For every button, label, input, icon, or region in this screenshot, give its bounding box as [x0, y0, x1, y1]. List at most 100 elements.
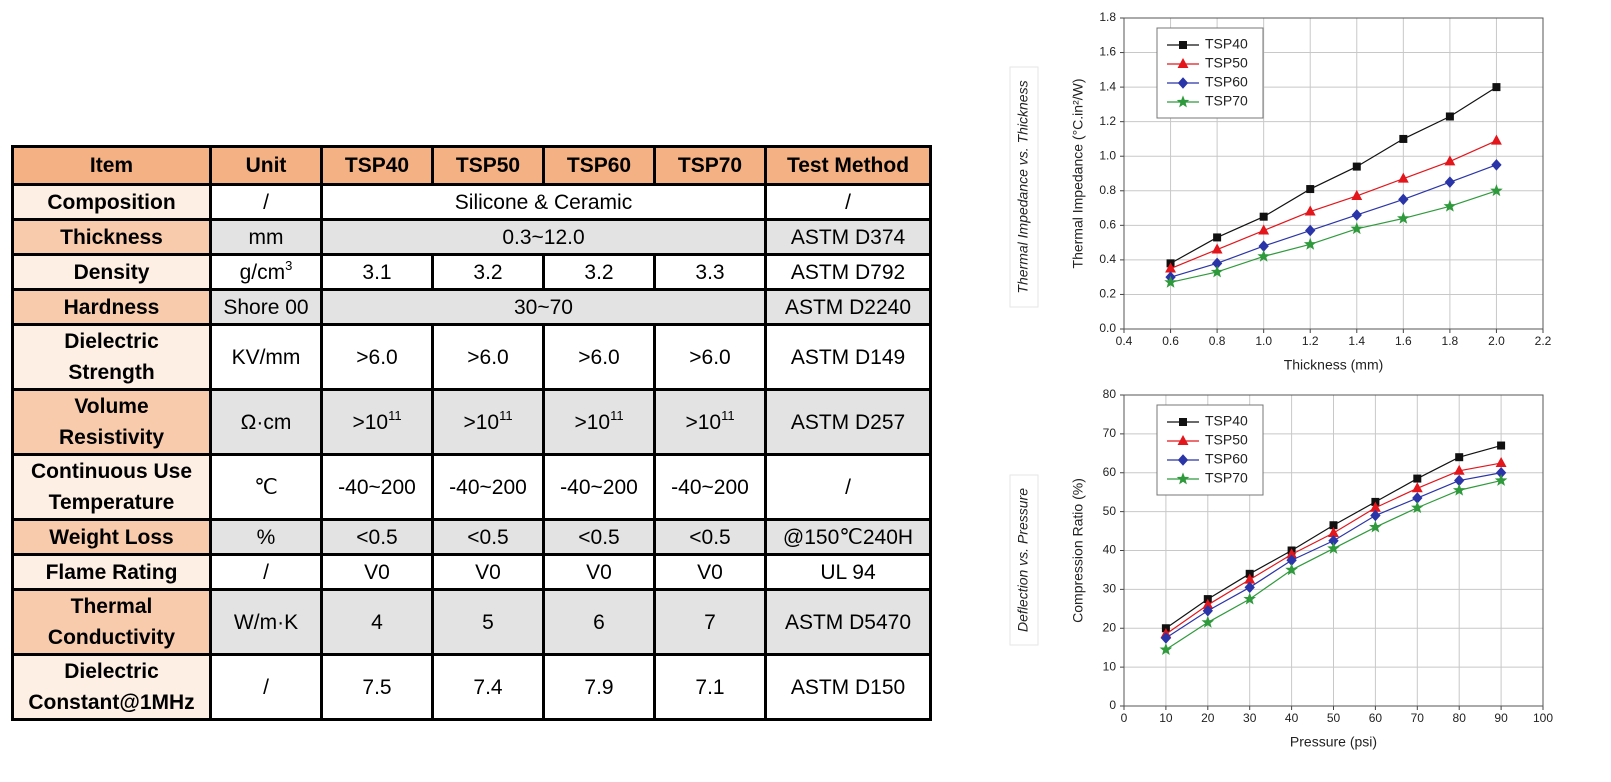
- table-row: Dielectric Strength KV/mm >6.0 >6.0 >6.0 >6.0…: [11, 323, 932, 391]
- y-tick-label: 0.2: [1099, 287, 1116, 301]
- data-point: [1490, 184, 1503, 197]
- cell: >1011: [320, 388, 434, 456]
- data-point: [1445, 112, 1454, 121]
- cell: -40~200: [431, 453, 545, 521]
- cell: >6.0: [542, 323, 656, 391]
- cell: -40~200: [653, 453, 767, 521]
- cell: V0: [431, 553, 545, 591]
- y-axis-label: Compression Ratio (%): [1070, 478, 1086, 623]
- series-line: [1170, 190, 1497, 283]
- data-point: [1352, 162, 1361, 171]
- data-point: [1303, 237, 1317, 250]
- table-row: Density g/cm3 3.1 3.2 3.2 3.3 ASTM D792: [11, 253, 932, 291]
- table-body: Composition / Silicone & Ceramic / Thickness…: [11, 183, 932, 721]
- superscript: 11: [388, 407, 402, 423]
- y-tick-label: 40: [1103, 543, 1117, 557]
- table-row: Weight Loss% <0.5 <0.5 <0.5 <0.5 @150℃240H: [11, 518, 932, 556]
- table-row: Thickness mm 0.3~12.0 ASTM D374: [11, 218, 932, 256]
- row-header: Composition: [11, 183, 212, 221]
- cell: @150℃240H: [764, 518, 932, 556]
- row-header: Flame Rating: [11, 553, 212, 591]
- table-row: Volume Resistivity Ω·cm >1011 >1011 >1011 >10…: [11, 388, 932, 456]
- legend-marker: [1179, 418, 1187, 426]
- y-tick-label: 0.8: [1099, 183, 1116, 197]
- header-cell: Item: [11, 145, 212, 186]
- data-point: [1213, 233, 1222, 242]
- data-point: [1202, 605, 1213, 617]
- row-header: Thermal Conductivity: [11, 588, 212, 656]
- chart-title: Deflection vs. Pressure: [1015, 488, 1031, 632]
- y-tick-label: 0: [1109, 698, 1116, 712]
- cell: KV/mm: [209, 323, 323, 391]
- x-tick-label: 1.0: [1255, 334, 1272, 348]
- data-point: [1369, 520, 1382, 533]
- cell: <0.5: [653, 518, 767, 556]
- row-header: Thickness: [11, 218, 212, 256]
- cell: 3.2: [542, 253, 656, 291]
- data-point: [1211, 243, 1223, 254]
- cell-text: g/cm: [239, 260, 286, 284]
- data-point: [1453, 464, 1465, 475]
- y-tick-label: 0.6: [1099, 218, 1116, 232]
- legend-marker: [1177, 57, 1189, 68]
- cell: ASTM D149: [764, 323, 932, 391]
- cell: <0.5: [431, 518, 545, 556]
- series-line: [1170, 140, 1497, 270]
- cell: <0.5: [320, 518, 434, 556]
- legend-label: TSP60: [1205, 74, 1248, 90]
- x-tick-label: 2.2: [1535, 334, 1552, 348]
- row-header: Volume Resistivity: [11, 388, 212, 456]
- table-row: Continuous Use Temperature ℃ -40~200 -40~20…: [11, 453, 932, 521]
- row-header: Dielectric Strength: [11, 323, 212, 391]
- data-point: [1243, 592, 1256, 605]
- x-tick-label: 80: [1453, 711, 1467, 725]
- cell: 7.5: [320, 653, 434, 721]
- cell: /: [764, 453, 932, 521]
- legend-marker: [1177, 77, 1189, 89]
- legend-label: TSP70: [1205, 93, 1248, 109]
- legend-label: TSP50: [1205, 55, 1248, 71]
- x-tick-label: 1.6: [1395, 334, 1412, 348]
- plot-frame: [1123, 394, 1544, 707]
- cell-text: >10: [352, 410, 389, 434]
- x-tick-label: 10: [1159, 711, 1173, 725]
- data-point: [1452, 483, 1466, 496]
- data-point: [1370, 509, 1381, 522]
- row-header: Hardness: [11, 288, 212, 326]
- cell: ASTM D5470: [764, 588, 932, 656]
- cell: 4: [320, 588, 434, 656]
- table-row: Flame Rating / V0 V0 V0 V0 UL 94: [11, 553, 932, 591]
- data-point: [1492, 83, 1501, 92]
- header-cell: TSP60: [542, 145, 656, 186]
- y-tick-label: 0.0: [1099, 321, 1116, 335]
- header-row: Item Unit TSP40 TSP50 TSP60 TSP70 Test Method: [11, 145, 932, 186]
- cell: 3.3: [653, 253, 767, 291]
- cell: ASTM D792: [764, 253, 932, 291]
- x-tick-label: 30: [1243, 711, 1257, 725]
- cell: 3.1: [320, 253, 434, 291]
- legend-marker: [1176, 95, 1190, 108]
- legend-marker: [1179, 41, 1187, 49]
- row-header: Continuous Use Temperature: [11, 453, 212, 521]
- data-point: [1491, 159, 1502, 171]
- data-point: [1411, 482, 1423, 493]
- y-tick-label: 10: [1103, 659, 1117, 673]
- legend-label: TSP40: [1205, 36, 1248, 52]
- legend-marker: [1176, 472, 1190, 485]
- cell: UL 94: [764, 553, 932, 591]
- header-cell: TSP40: [320, 145, 434, 186]
- cell: /: [209, 183, 323, 221]
- y-tick-label: 1.2: [1099, 114, 1116, 128]
- cell: >1011: [653, 388, 767, 456]
- cell: ℃: [209, 453, 323, 521]
- header-cell: TSP70: [653, 145, 767, 186]
- y-tick-label: 1.4: [1099, 79, 1116, 93]
- data-point: [1259, 212, 1268, 221]
- cell: 0.3~12.0: [320, 218, 767, 256]
- cell: mm: [209, 218, 323, 256]
- data-point: [1351, 189, 1363, 200]
- data-point: [1350, 222, 1364, 235]
- x-tick-label: 90: [1494, 711, 1508, 725]
- cell: /: [764, 183, 932, 221]
- x-tick-label: 1.2: [1302, 334, 1319, 348]
